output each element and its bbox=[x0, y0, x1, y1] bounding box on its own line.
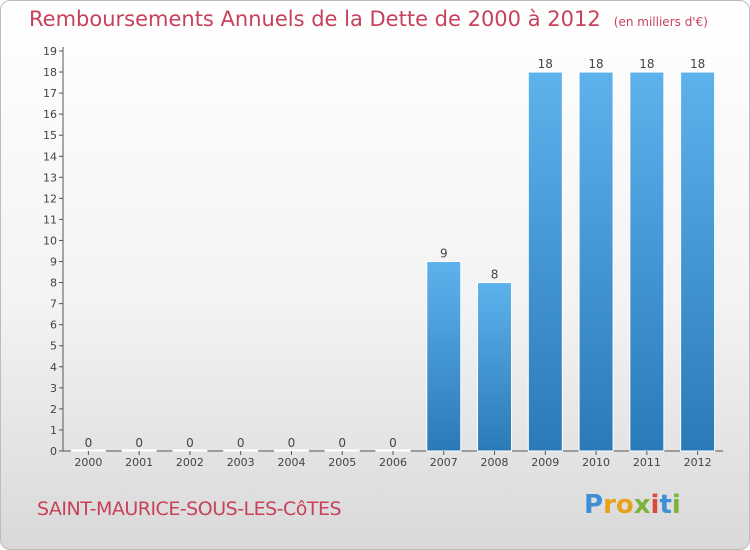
x-tick-label: 2005 bbox=[328, 456, 356, 469]
logo-letter: i bbox=[671, 490, 681, 520]
logo-letter: i bbox=[650, 490, 660, 520]
bar bbox=[527, 71, 563, 452]
data-label: 0 bbox=[237, 436, 245, 450]
x-tick-label: 2006 bbox=[379, 456, 407, 469]
title-row: Remboursements Annuels de la Dette de 20… bbox=[29, 7, 708, 31]
bar bbox=[172, 449, 208, 452]
x-tick-label: 2003 bbox=[227, 456, 255, 469]
logo-letter: P bbox=[584, 490, 604, 520]
x-tick-label: 2011 bbox=[633, 456, 661, 469]
logo-letter: r bbox=[603, 490, 616, 520]
y-tick-label: 10 bbox=[43, 234, 57, 247]
y-tick-label: 4 bbox=[50, 361, 57, 374]
commune-name: SAINT-MAURICE-SOUS-LES-CôTES bbox=[37, 498, 342, 520]
data-label: 18 bbox=[690, 57, 705, 71]
chart-subtitle: (en milliers d'€) bbox=[613, 15, 708, 29]
logo-letter: o bbox=[615, 490, 634, 520]
y-tick-label: 7 bbox=[50, 298, 57, 311]
bar bbox=[324, 449, 360, 452]
y-tick-label: 13 bbox=[43, 171, 57, 184]
y-tick-label: 3 bbox=[50, 382, 57, 395]
bar bbox=[578, 71, 614, 452]
chart-title: Remboursements Annuels de la Dette de 20… bbox=[29, 7, 601, 31]
data-label: 18 bbox=[639, 57, 654, 71]
y-tick-label: 12 bbox=[43, 192, 57, 205]
y-tick-label: 19 bbox=[43, 45, 57, 58]
x-tick-label: 2004 bbox=[277, 456, 305, 469]
logo-letter: t bbox=[659, 490, 672, 520]
x-tick-label: 2010 bbox=[582, 456, 610, 469]
y-tick-label: 6 bbox=[50, 319, 57, 332]
bar bbox=[375, 449, 411, 452]
proxiti-logo: Proxiti bbox=[584, 490, 681, 520]
bar bbox=[121, 449, 157, 452]
data-label: 0 bbox=[288, 436, 296, 450]
x-tick-label: 2002 bbox=[176, 456, 204, 469]
data-label: 9 bbox=[440, 247, 448, 261]
data-label: 0 bbox=[186, 436, 194, 450]
bar bbox=[273, 449, 309, 452]
data-label: 0 bbox=[338, 436, 346, 450]
x-tick-label: 2001 bbox=[125, 456, 153, 469]
x-tick-label: 2008 bbox=[481, 456, 509, 469]
y-tick-label: 2 bbox=[50, 403, 57, 416]
x-tick-label: 2009 bbox=[531, 456, 559, 469]
x-tick-label: 2012 bbox=[684, 456, 712, 469]
logo-letter: x bbox=[633, 490, 651, 520]
data-label: 18 bbox=[538, 57, 553, 71]
y-tick-label: 9 bbox=[50, 256, 57, 269]
bar bbox=[629, 71, 665, 452]
data-label: 8 bbox=[491, 268, 499, 282]
bar bbox=[223, 449, 259, 452]
data-label: 0 bbox=[135, 436, 143, 450]
y-tick-label: 0 bbox=[50, 445, 57, 458]
y-tick-label: 16 bbox=[43, 108, 57, 121]
bar bbox=[70, 449, 106, 452]
y-tick-label: 1 bbox=[50, 424, 57, 437]
y-tick-label: 8 bbox=[50, 277, 57, 290]
data-label: 0 bbox=[85, 436, 93, 450]
bar bbox=[680, 71, 716, 452]
y-tick-label: 15 bbox=[43, 129, 57, 142]
x-tick-label: 2007 bbox=[430, 456, 458, 469]
bar bbox=[426, 261, 462, 452]
y-tick-label: 18 bbox=[43, 66, 57, 79]
y-tick-label: 11 bbox=[43, 213, 57, 226]
y-tick-label: 14 bbox=[43, 150, 57, 163]
bar bbox=[477, 282, 513, 452]
y-tick-label: 5 bbox=[50, 340, 57, 353]
y-tick-label: 17 bbox=[43, 87, 57, 100]
data-label: 0 bbox=[389, 436, 397, 450]
x-tick-label: 2000 bbox=[74, 456, 102, 469]
data-label: 18 bbox=[588, 57, 603, 71]
